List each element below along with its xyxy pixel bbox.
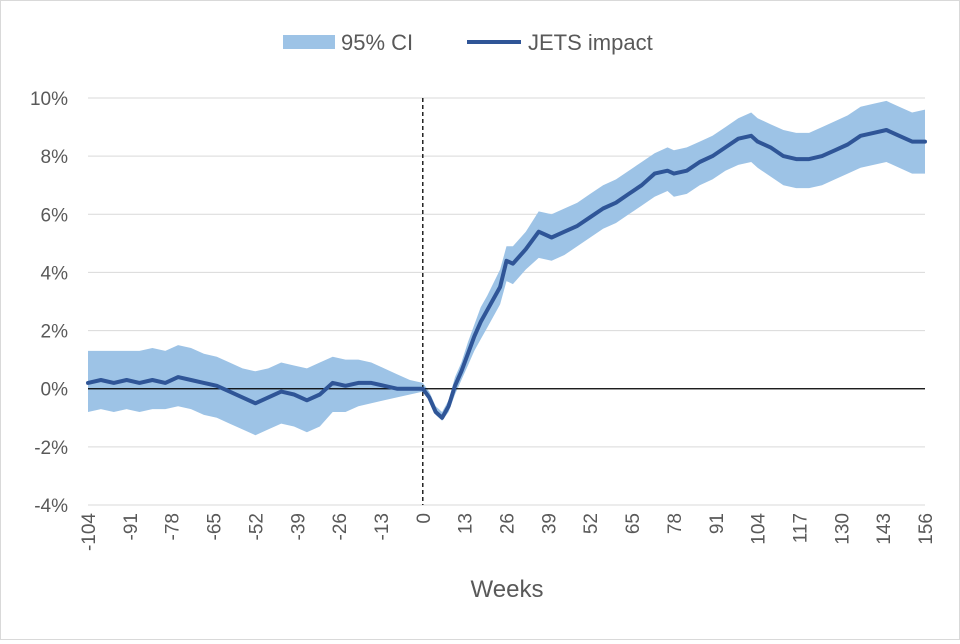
x-tick-label: 52 [581, 513, 602, 534]
y-axis-ticks: -4% -2% 0% 2% 4% 6% 8% 10% [30, 89, 68, 517]
x-axis-title: Weeks [471, 576, 544, 603]
x-tick-label: 117 [790, 513, 811, 543]
x-tick-label: 78 [665, 513, 686, 534]
x-tick-label: 91 [707, 513, 728, 534]
x-tick-label: -52 [246, 513, 267, 540]
legend-ci-swatch [283, 35, 335, 49]
x-tick-label: 65 [623, 513, 644, 534]
legend-impact-label: JETS impact [528, 30, 653, 55]
x-tick-label: -65 [205, 513, 226, 540]
x-tick-label: 39 [539, 513, 560, 534]
y-tick-label: -4% [34, 496, 68, 517]
y-tick-label: 6% [41, 205, 69, 226]
x-tick-label: 26 [498, 513, 519, 534]
y-tick-label: 8% [41, 147, 69, 168]
x-tick-label: -13 [372, 513, 393, 540]
impact-line [86, 128, 927, 420]
x-tick-label: 13 [456, 513, 477, 534]
y-tick-label: -2% [34, 438, 68, 459]
x-tick-label: 104 [749, 513, 770, 545]
x-axis-ticks: -104 -91 -78 -65 -52 -39 -26 -13 0 13 26 39 52 65 78 91… [79, 513, 937, 551]
impact-line-layer [86, 128, 927, 420]
y-tick-label: 0% [41, 380, 69, 401]
x-tick-label: -26 [330, 513, 351, 540]
x-tick-label: -104 [79, 513, 100, 551]
y-tick-label: 2% [41, 322, 69, 343]
legend-ci-label: 95% CI [341, 30, 413, 55]
x-tick-label: -39 [288, 513, 309, 540]
y-tick-label: 4% [41, 263, 69, 284]
x-tick-label: 130 [832, 513, 853, 545]
x-tick-label: 143 [874, 513, 895, 545]
x-tick-label: -91 [121, 513, 142, 540]
x-tick-label: -78 [163, 513, 184, 540]
x-tick-label: 0 [414, 513, 435, 524]
y-tick-label: 10% [30, 89, 68, 110]
legend: 95% CI JETS impact [283, 30, 653, 55]
x-tick-label: 156 [916, 513, 937, 545]
